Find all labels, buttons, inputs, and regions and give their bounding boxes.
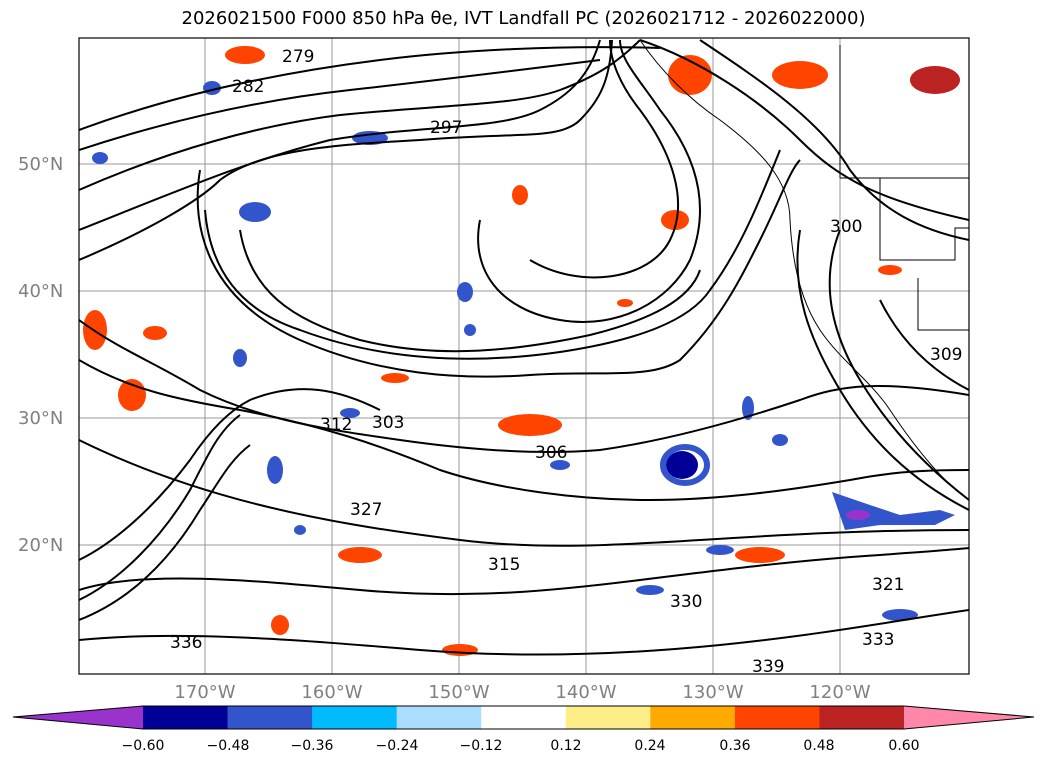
contour-label: 327 (350, 500, 382, 520)
map-frame (78, 37, 970, 675)
contour-label: 306 (535, 443, 567, 463)
contour-label: 339 (752, 657, 784, 677)
contour-label: 282 (232, 77, 264, 97)
lat-label: 40°N (18, 281, 64, 302)
colorbar-tick: −0.12 (459, 738, 503, 754)
coastlines (639, 39, 969, 501)
lon-label: 150°W (428, 682, 490, 703)
contour-label-group: 279 282 297 300 303 306 309 312 315 321 … (170, 47, 962, 677)
lon-label: 140°W (555, 682, 617, 703)
contour-label: 300 (830, 217, 862, 237)
lat-label: 50°N (18, 154, 64, 175)
lon-label: 120°W (809, 682, 871, 703)
colorbar-tick: −0.48 (206, 738, 250, 754)
contour-label: 321 (872, 575, 904, 595)
contour-label: 333 (862, 630, 894, 650)
map-title: 2026021500 F000 850 hPa θe, IVT Landfall… (181, 8, 866, 29)
contour-label: 297 (430, 118, 462, 138)
contour-label: 315 (488, 555, 520, 575)
colorbar-tick: 0.12 (550, 738, 582, 754)
colorbar-tick: −0.24 (375, 738, 419, 754)
contour-label: 303 (372, 413, 404, 433)
lon-label: 130°W (682, 682, 744, 703)
contour-label: 336 (170, 633, 202, 653)
colorbar-tick: 0.48 (803, 738, 835, 754)
contour-label: 279 (282, 47, 314, 67)
colorbar-tick: 0.60 (888, 738, 920, 754)
contour-layer (79, 38, 969, 674)
theta-e-contours (79, 39, 969, 656)
lat-label: 20°N (18, 535, 64, 556)
contour-label: 330 (670, 592, 702, 612)
colorbar-tick: 0.24 (634, 738, 666, 754)
lat-label: 30°N (18, 408, 64, 429)
lon-label: 160°W (301, 682, 363, 703)
colorbar-tick: −0.60 (121, 738, 165, 754)
contour-label: 312 (320, 415, 352, 435)
colorbar-tick: −0.36 (290, 738, 334, 754)
lon-label: 170°W (174, 682, 236, 703)
colorbar-tick: 0.36 (719, 738, 751, 754)
contour-label: 309 (930, 345, 962, 365)
anomaly-fills (83, 46, 960, 656)
